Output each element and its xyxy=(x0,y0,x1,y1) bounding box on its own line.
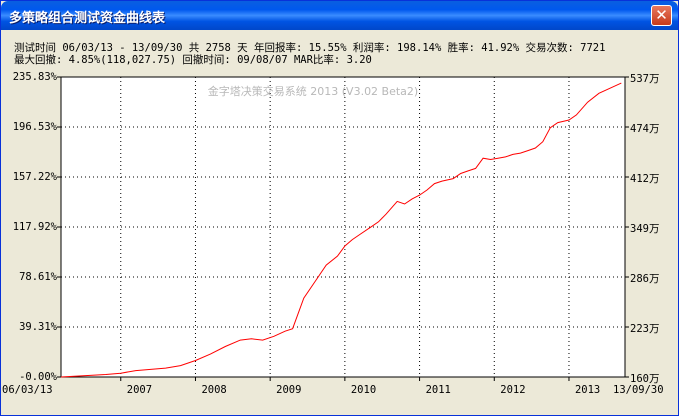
chart-panel: 测试时间 06/03/13 - 13/09/30 共 2758 天 年回报率: … xyxy=(2,30,675,414)
x-axis-label: 2009 xyxy=(276,384,302,396)
equity-curve-chart: 金字塔决策交易系统 2013 (V3.02 Beta2) xyxy=(57,76,629,381)
y-axis-left-label: 78.61% xyxy=(19,271,57,283)
window-title: 多策略组合测试资金曲线表 xyxy=(9,11,166,26)
y-axis-left-label: 117.92% xyxy=(12,221,57,233)
y-axis-left-label: -0.00% xyxy=(19,371,57,383)
equity-curve-line xyxy=(60,82,622,378)
title-bar[interactable]: 多策略组合测试资金曲线表 ✕ xyxy=(1,1,678,30)
x-axis-label: 2011 xyxy=(425,384,451,396)
y-axis-right-label: 223万 xyxy=(630,323,660,335)
summary-line-1: 测试时间 06/03/13 - 13/09/30 共 2758 天 年回报率: … xyxy=(14,42,606,54)
x-axis-label: 2008 xyxy=(201,384,227,396)
y-axis-right-label: 160万 xyxy=(630,373,660,385)
x-axis-label: 2010 xyxy=(350,384,377,396)
x-axis-label: 2013 xyxy=(574,384,601,396)
y-axis-left-label: 157.22% xyxy=(12,171,57,183)
y-axis-left-label: 235.83% xyxy=(12,71,57,83)
y-axis-left-label: 196.53% xyxy=(12,121,57,133)
x-axis-label: 2007 xyxy=(126,384,153,396)
chart-watermark: 金字塔决策交易系统 2013 (V3.02 Beta2) xyxy=(208,84,418,98)
x-axis-label: 2012 xyxy=(500,384,526,396)
y-axis-right-label: 412万 xyxy=(630,173,660,185)
y-axis-right-label: 349万 xyxy=(630,223,660,235)
x-axis-start-date: 06/03/13 xyxy=(2,384,53,396)
x-axis-end-date: 13/09/30 xyxy=(613,384,664,396)
y-axis-right-label: 537万 xyxy=(630,73,660,85)
plot-area xyxy=(60,76,626,378)
y-axis-right-label: 474万 xyxy=(630,123,660,135)
y-axis-right-label: 286万 xyxy=(630,273,660,285)
close-button[interactable]: ✕ xyxy=(651,5,672,26)
summary-line-2: 最大回撤: 4.85%(118,027.75) 回撤时间: 09/08/07 M… xyxy=(14,54,372,66)
y-axis-left-label: 39.31% xyxy=(19,321,57,333)
